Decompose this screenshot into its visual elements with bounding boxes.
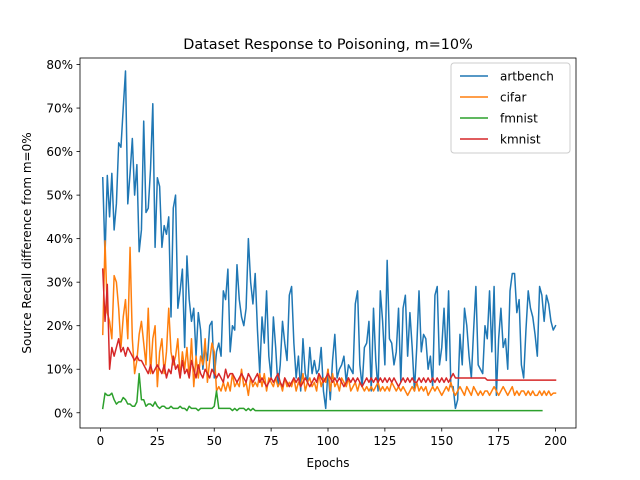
axes-frame xyxy=(79,57,577,429)
y-axis: 0% 10% 20% 30% 40% 50% 60% 70% 80% xyxy=(46,58,80,420)
x-tick-label: 75 xyxy=(263,434,278,448)
x-tick-label: 125 xyxy=(373,434,396,448)
legend-label-cifar: cifar xyxy=(500,91,527,105)
y-tick-label: 50% xyxy=(46,189,73,203)
y-tick-label: 60% xyxy=(46,145,73,159)
legend: artbench cifar fmnist kmnist xyxy=(450,62,571,154)
x-axis-label: Epochs xyxy=(307,456,350,470)
legend-box xyxy=(450,62,571,154)
x-tick-label: 175 xyxy=(487,434,510,448)
y-axis-label: Source Recall difference from m=0% xyxy=(20,132,34,353)
x-tick-label: 100 xyxy=(317,434,340,448)
x-tick-label: 0 xyxy=(97,434,105,448)
x-tick-label: 200 xyxy=(544,434,567,448)
series-lines xyxy=(101,70,557,412)
y-tick-label: 0% xyxy=(54,406,73,420)
legend-label-fmnist: fmnist xyxy=(500,112,538,126)
legend-label-artbench: artbench xyxy=(500,70,554,84)
plot-area: 0 25 50 75 100 125 150 175 200 0% 10% 20% 30% 40% 50%… xyxy=(46,57,577,448)
x-tick-label: 150 xyxy=(430,434,453,448)
y-tick-label: 70% xyxy=(46,102,73,116)
x-tick-label: 50 xyxy=(207,434,222,448)
y-tick-label: 30% xyxy=(46,276,73,290)
x-tick-label: 25 xyxy=(150,434,165,448)
series-line-cifar xyxy=(101,240,557,397)
series-line-fmnist xyxy=(101,372,543,412)
y-tick-label: 10% xyxy=(46,363,73,377)
series-line-kmnist xyxy=(101,268,557,388)
y-tick-label: 20% xyxy=(46,319,73,333)
legend-label-kmnist: kmnist xyxy=(500,133,541,147)
y-tick-label: 40% xyxy=(46,232,73,246)
y-tick-label: 80% xyxy=(46,58,73,72)
chart-title: Dataset Response to Poisoning, m=10% xyxy=(183,37,473,53)
x-axis: 0 25 50 75 100 125 150 175 200 xyxy=(97,428,567,448)
